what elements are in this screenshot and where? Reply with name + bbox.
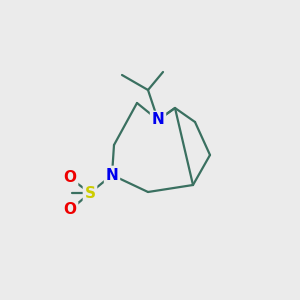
Text: O: O: [64, 170, 76, 185]
Text: S: S: [85, 185, 95, 200]
Text: N: N: [106, 167, 118, 182]
Text: N: N: [152, 112, 164, 128]
Text: O: O: [64, 202, 76, 217]
